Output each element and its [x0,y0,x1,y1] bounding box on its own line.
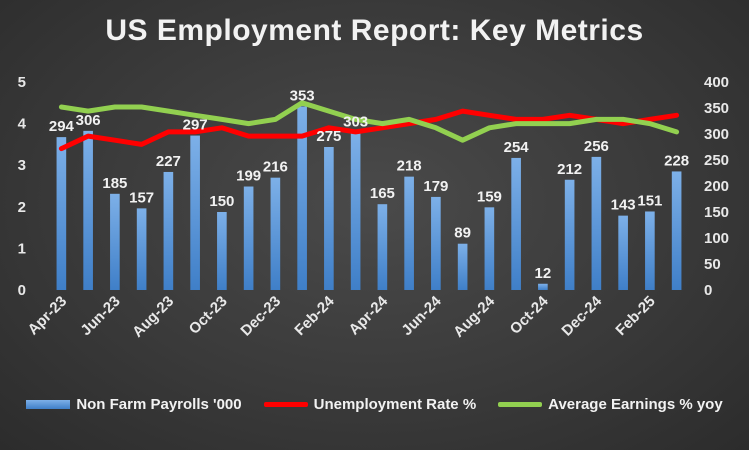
payroll-bar [618,215,628,290]
x-axis-tick: Aug-24 [450,292,498,340]
payroll-data-label: 275 [316,128,341,145]
payroll-bar [671,171,682,290]
left-axis-tick: 5 [18,74,26,91]
legend-swatch-earnings [498,402,543,407]
legend-swatch-unemployment [263,402,308,407]
legend-item-payrolls: Non Farm Payrolls '000 [26,396,242,413]
payroll-bar [190,135,200,290]
payroll-bar [297,106,307,290]
payroll-data-label: 159 [477,188,502,205]
payroll-data-label: 143 [611,197,636,214]
payroll-bar [56,137,67,290]
payroll-data-label: 212 [557,161,582,178]
payroll-bar [484,207,495,290]
payroll-bar [324,147,334,290]
payroll-bar [591,156,602,290]
legend-label-payrolls: Non Farm Payrolls '000 [76,396,242,413]
payroll-data-label: 157 [129,189,154,206]
right-axis-tick: 150 [704,204,729,221]
payroll-data-label: 353 [290,87,315,104]
payroll-bar [377,204,388,290]
x-axis-tick: Jun-24 [398,292,445,339]
payroll-data-label: 151 [637,192,662,209]
right-axis-tick: 300 [704,126,729,143]
payroll-data-label: 12 [535,265,552,282]
x-axis-tick: Feb-24 [291,292,338,339]
legend-item-earnings: Average Earnings % yoy [498,396,723,413]
payroll-data-label: 294 [49,118,75,135]
payroll-bar [564,179,575,290]
payroll-data-label: 227 [156,153,181,170]
payroll-bar [243,186,254,290]
payroll-bar [431,196,441,290]
left-axis-tick: 0 [18,282,26,299]
payroll-bar [538,283,548,290]
payroll-bar [404,176,414,290]
payroll-data-label: 165 [370,185,395,202]
left-axis-tick: 3 [18,157,26,174]
payroll-data-label: 303 [343,113,368,130]
x-axis-tick: Aug-23 [129,293,177,341]
x-axis-tick: Oct-23 [186,293,231,338]
payroll-bar [217,212,227,290]
left-axis-tick: 1 [18,240,26,257]
right-axis-tick: 200 [704,178,729,195]
payroll-data-label: 179 [423,178,448,195]
payroll-data-label: 89 [454,225,471,242]
x-axis-tick: Dec-23 [237,293,284,340]
payroll-bar [163,171,174,290]
payroll-data-label: 185 [102,175,127,192]
right-axis-tick: 350 [704,100,729,117]
payroll-data-label: 199 [236,168,261,185]
legend-item-unemployment: Unemployment Rate % [263,396,477,413]
right-axis-tick: 0 [704,282,712,299]
x-axis-tick: Jun-23 [77,293,123,339]
x-axis-tick: Feb-25 [612,293,658,339]
payroll-bar [83,130,93,290]
payroll-bar [110,193,120,290]
payroll-data-label: 306 [76,112,101,129]
unemployment-line [58,108,680,152]
earnings-line [58,100,680,143]
x-axis-tick: Dec-24 [558,292,605,339]
legend: Non Farm Payrolls '000 Unemployment Rate… [0,396,749,413]
right-axis-tick: 400 [704,74,729,91]
payroll-data-label: 254 [504,139,530,156]
left-axis-tick: 4 [18,116,27,133]
payroll-bar [457,243,468,290]
payroll-data-label: 150 [209,193,234,210]
right-axis-tick: 100 [704,230,729,247]
legend-swatch-payrolls [26,400,71,409]
right-axis-tick: 250 [704,152,729,169]
x-axis-tick: Apr-23 [25,293,71,339]
payroll-data-label: 218 [397,158,422,175]
payroll-data-label: 256 [584,138,609,155]
chart-title: US Employment Report: Key Metrics [105,14,644,47]
legend-label-earnings: Average Earnings % yoy [548,396,723,413]
x-axis-tick: Apr-24 [346,292,392,338]
payroll-data-label: 297 [183,117,208,134]
payroll-bar [270,177,281,290]
payroll-data-label: 216 [263,159,288,176]
payroll-data-label: 228 [664,152,689,169]
x-axis-tick: Oct-24 [507,292,552,337]
right-axis-tick: 50 [704,256,721,273]
payroll-bar [511,157,521,290]
left-axis-tick: 2 [18,199,26,216]
legend-label-unemployment: Unemployment Rate % [313,396,477,413]
payroll-bar [645,211,655,290]
payroll-bar [136,208,147,290]
payroll-bar [350,132,361,290]
